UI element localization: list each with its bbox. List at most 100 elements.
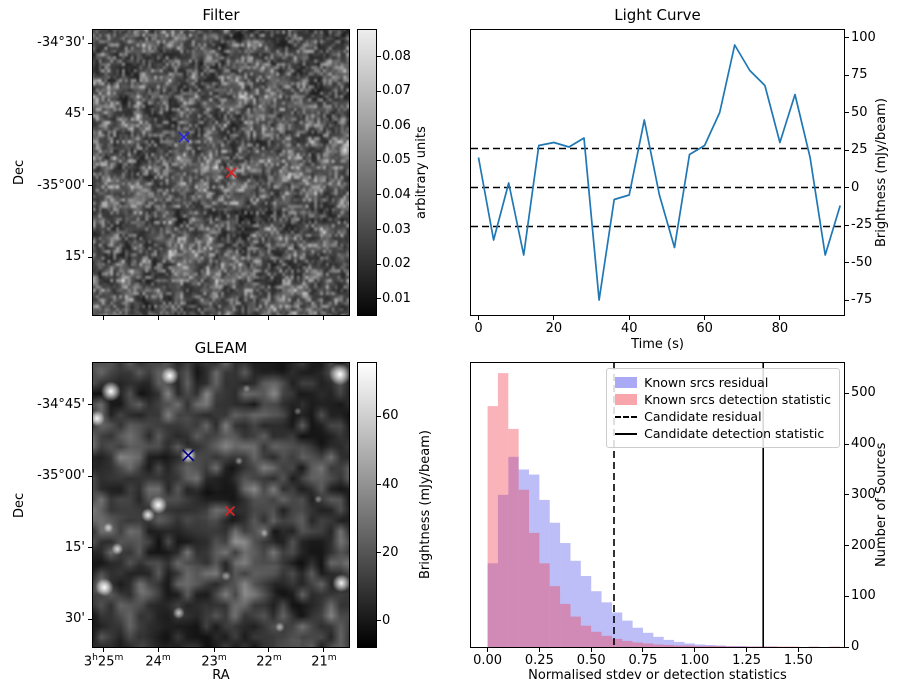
x-tick [323, 316, 325, 320]
legend-entry: Known srcs residual [615, 374, 831, 391]
y-tick [88, 404, 92, 406]
histogram-bar [705, 645, 716, 647]
x-tick [628, 316, 630, 320]
y-tick [845, 443, 849, 445]
y-tick [845, 112, 849, 113]
x-tick-label: 24m [145, 653, 171, 670]
colorbar-tick-label: 0.03 [382, 221, 411, 237]
x-tick-label: 40 [620, 321, 638, 336]
histogram-bar [653, 644, 664, 647]
x-tick-label: 23m [201, 653, 227, 670]
y-tick-label: -75 [851, 292, 873, 307]
x-tick-label: 20 [545, 321, 563, 336]
histogram-bar [684, 645, 695, 647]
y-tick [845, 545, 849, 547]
candidate-marker-x [178, 131, 190, 143]
x-tick-label: 21m [311, 653, 337, 670]
x-tick [746, 648, 748, 652]
y-tick-label: -34°45' [37, 396, 85, 412]
y-tick-label: 30' [64, 611, 85, 627]
y-tick-label: -35°00' [37, 177, 85, 193]
y-tick-label: 75 [851, 67, 868, 82]
histogram-bar [508, 456, 519, 647]
histogram-bar [570, 616, 581, 647]
histogram-bar [746, 646, 757, 647]
gleam-noise-image [93, 363, 349, 647]
histogram-ylabel: Number of Sources [874, 442, 889, 568]
histogram-bar [684, 643, 695, 647]
histogram-bar [736, 645, 747, 647]
y-tick-label: 500 [851, 385, 876, 401]
filter-axes [92, 29, 350, 316]
histogram-bar [518, 469, 530, 647]
histogram-bar [549, 586, 561, 647]
histogram-bar [549, 522, 561, 647]
histogram-bar [642, 632, 654, 647]
histogram-bar [788, 646, 799, 647]
histogram-bar [487, 406, 498, 647]
colorbar-tick-label: 0.02 [382, 256, 411, 272]
y-tick-label: 15' [64, 249, 85, 265]
y-tick [845, 74, 849, 76]
colorbar-tick [377, 620, 381, 622]
y-tick-label: 300 [851, 486, 876, 502]
y-tick [88, 113, 92, 115]
y-tick-label: 0 [851, 179, 860, 195]
filter-noise-image [93, 30, 349, 315]
x-tick-label: 1.00 [680, 653, 710, 668]
histogram-bar [715, 645, 726, 647]
x-tick [694, 648, 696, 652]
histogram-bar [570, 560, 581, 647]
histogram-bar [808, 646, 820, 647]
histogram-bar [508, 428, 519, 647]
y-tick [845, 37, 849, 38]
x-tick [157, 316, 159, 320]
filter-markers-overlay [178, 131, 237, 179]
histogram-bar [767, 646, 778, 647]
colorbar-tick [377, 552, 381, 554]
y-tick-label: -50 [851, 254, 873, 270]
y-tick [845, 392, 849, 394]
colorbar-tick [377, 263, 381, 265]
gleam-colorbar-label: Brightness (mJy/beam) [418, 430, 433, 580]
x-tick-label: 1.50 [783, 653, 813, 668]
colorbar-tick-label: 0 [382, 612, 391, 628]
x-tick [323, 648, 325, 652]
histogram-bar [580, 576, 592, 647]
histogram-bar [497, 494, 509, 647]
histogram-bar [611, 638, 623, 647]
legend-entry: Candidate detection statistic [615, 425, 831, 442]
histogram-bar [529, 474, 540, 647]
histogram-bar [767, 646, 778, 647]
gleam-title: GLEAM [194, 339, 248, 357]
histogram-bar [539, 499, 550, 647]
y-tick [845, 595, 849, 597]
y-tick [845, 262, 849, 263]
legend-swatch [615, 394, 638, 405]
legend-swatch [615, 415, 638, 418]
histogram-bar [663, 639, 675, 647]
histogram-bar [539, 563, 550, 647]
histogram-bar [611, 612, 623, 647]
y-tick-label: 25 [851, 142, 868, 157]
y-tick-label: -34°30' [37, 35, 85, 51]
colorbar-tick [377, 125, 381, 127]
histogram-bar [674, 641, 685, 647]
histogram-bar [829, 646, 840, 647]
histogram-bar [694, 644, 706, 647]
histogram-bar [601, 602, 612, 647]
light-curve-plot [471, 44, 844, 301]
x-tick-label: 0 [474, 321, 483, 336]
histogram-legend: Known srcs residual Known srcs detection … [606, 368, 840, 448]
colorbar-tick-label: 0.05 [382, 152, 411, 168]
y-tick-label: 45' [64, 106, 85, 122]
histogram-bar [632, 642, 643, 647]
y-tick [845, 149, 849, 151]
x-tick-label: 0.75 [628, 653, 658, 668]
x-tick [553, 316, 555, 320]
x-tick [797, 648, 799, 652]
y-tick-label: 200 [851, 537, 876, 553]
legend-label: Candidate detection statistic [644, 426, 825, 441]
legend-entry: Candidate residual [615, 408, 831, 425]
